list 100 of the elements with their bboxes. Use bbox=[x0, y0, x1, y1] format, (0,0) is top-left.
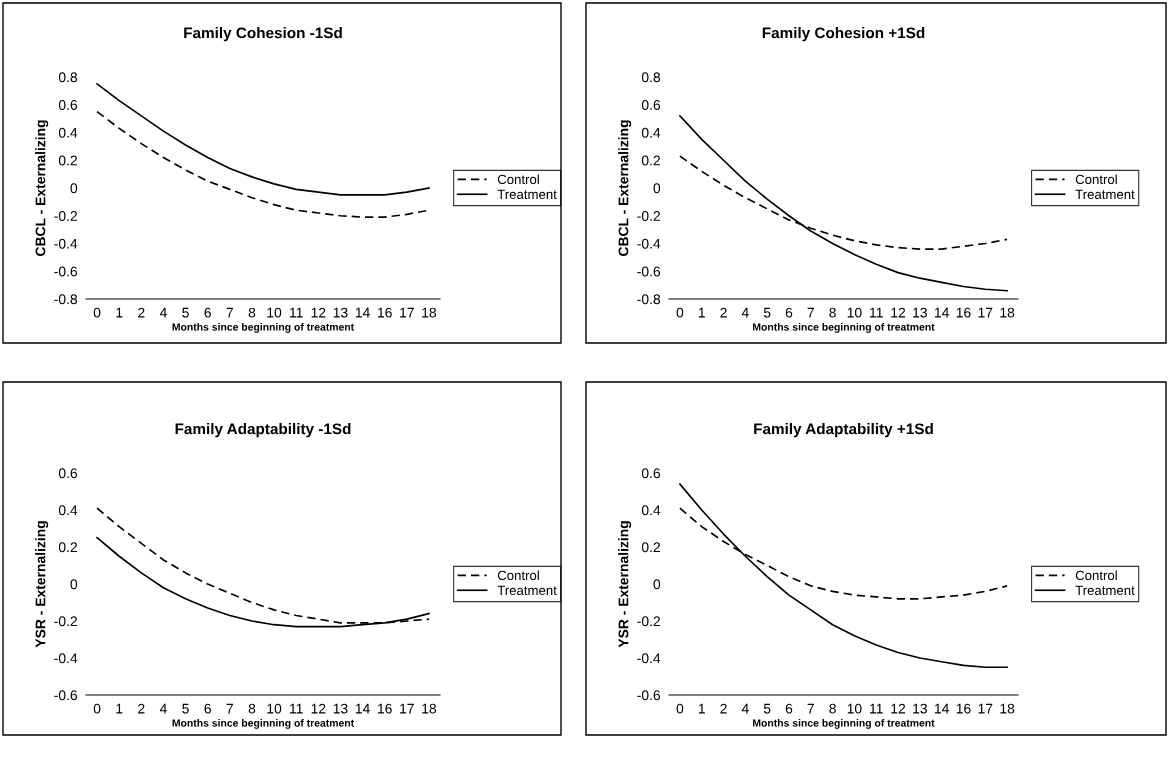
x-tick-label: 0 bbox=[93, 307, 101, 318]
x-tick-label: 12 bbox=[311, 703, 326, 714]
x-tick-label: 7 bbox=[807, 307, 814, 318]
chart-title: Family Cohesion -1Sd bbox=[184, 27, 342, 42]
x-axis-title: Months since beginning of treatment bbox=[753, 719, 935, 729]
y-axis-title: YSR - Externalizing bbox=[35, 521, 49, 648]
y-tick-label: 0.2 bbox=[641, 542, 660, 553]
x-tick-label: 11 bbox=[870, 703, 883, 714]
x-tick-label: 7 bbox=[226, 307, 233, 318]
x-tick-label: 7 bbox=[226, 703, 233, 714]
x-tick-label: 11 bbox=[870, 307, 883, 318]
x-tick-label: 8 bbox=[248, 307, 256, 318]
x-axis-title: Months since beginning of treatment bbox=[172, 719, 355, 729]
y-axis-title: CBCL - Externalizing bbox=[35, 120, 49, 256]
y-tick-label: -0.4 bbox=[54, 653, 78, 664]
chart-title: Family Cohesion +1Sd bbox=[762, 27, 925, 42]
x-tick-label: 4 bbox=[159, 307, 167, 318]
x-tick-label: 14 bbox=[934, 703, 949, 714]
x-tick-label: 18 bbox=[1000, 703, 1015, 714]
y-tick-label: 0 bbox=[70, 579, 78, 590]
x-tick-label: 0 bbox=[93, 703, 101, 714]
x-tick-label: 11 bbox=[290, 703, 303, 714]
legend-label: Treatment bbox=[497, 189, 557, 200]
y-tick-label: 0.6 bbox=[641, 468, 661, 479]
x-tick-label: 6 bbox=[204, 307, 211, 318]
y-tick-label: 0.4 bbox=[641, 505, 661, 516]
y-tick-label: 0.2 bbox=[58, 542, 77, 553]
x-tick-label: 12 bbox=[891, 703, 906, 714]
legend-label: Control bbox=[1075, 174, 1117, 185]
line-series bbox=[679, 115, 1008, 292]
y-axis-title: YSR - Externalizing bbox=[618, 521, 632, 648]
legend-label: Control bbox=[497, 570, 539, 581]
x-tick-label: 16 bbox=[378, 703, 392, 714]
y-tick-label: 0.4 bbox=[641, 127, 661, 138]
x-tick-label: 2 bbox=[138, 307, 145, 318]
x-tick-label: 13 bbox=[913, 703, 927, 714]
line-series bbox=[96, 507, 430, 624]
chart-title: Family Adaptability +1Sd bbox=[754, 423, 933, 438]
x-tick-label: 8 bbox=[248, 703, 256, 714]
x-tick-label: 4 bbox=[741, 703, 749, 714]
y-tick-label: 0 bbox=[653, 579, 661, 590]
y-tick-label: -0.8 bbox=[637, 294, 661, 305]
x-tick-label: 4 bbox=[159, 703, 167, 714]
legend-label: Control bbox=[497, 174, 539, 185]
x-tick-label: 10 bbox=[847, 307, 862, 318]
x-tick-label: 2 bbox=[138, 703, 145, 714]
legend-label: Treatment bbox=[1075, 585, 1135, 596]
x-tick-label: 14 bbox=[934, 307, 949, 318]
x-tick-label: 17 bbox=[400, 703, 414, 714]
x-tick-label: 18 bbox=[422, 703, 437, 714]
y-tick-label: 0.2 bbox=[58, 155, 77, 166]
y-tick-label: 0.2 bbox=[641, 155, 660, 166]
x-tick-label: 7 bbox=[807, 703, 814, 714]
x-tick-label: 18 bbox=[422, 307, 437, 318]
x-tick-label: 17 bbox=[978, 703, 993, 714]
x-tick-label: 2 bbox=[720, 307, 727, 318]
y-tick-label: 0.8 bbox=[641, 72, 661, 83]
x-tick-label: 1 bbox=[698, 307, 705, 318]
y-tick-label: -0.6 bbox=[637, 690, 661, 701]
x-tick-label: 4 bbox=[741, 307, 749, 318]
x-tick-label: 10 bbox=[267, 307, 282, 318]
x-tick-label: 5 bbox=[182, 307, 189, 318]
x-tick-label: 0 bbox=[676, 307, 684, 318]
y-tick-label: 0 bbox=[70, 183, 78, 194]
y-tick-label: -0.2 bbox=[637, 211, 660, 221]
legend-label: Treatment bbox=[497, 585, 557, 596]
y-tick-label: -0.6 bbox=[54, 690, 78, 701]
x-tick-label: 1 bbox=[116, 703, 123, 714]
y-tick-label: 0.8 bbox=[58, 72, 78, 83]
x-tick-label: 5 bbox=[763, 307, 771, 318]
y-tick-label: 0.4 bbox=[58, 505, 78, 516]
x-tick-label: 0 bbox=[676, 703, 684, 714]
x-tick-label: 8 bbox=[829, 703, 836, 714]
y-tick-label: -0.2 bbox=[637, 616, 660, 627]
y-tick-label: -0.4 bbox=[637, 653, 661, 664]
line-series bbox=[679, 483, 1008, 669]
y-tick-label: -0.6 bbox=[637, 266, 661, 277]
x-tick-label: 16 bbox=[956, 703, 971, 714]
chart-title: Family Adaptability -1Sd bbox=[175, 423, 351, 438]
x-tick-label: 13 bbox=[333, 703, 348, 714]
x-tick-label: 5 bbox=[763, 703, 771, 714]
legend-label: Control bbox=[1075, 570, 1117, 581]
x-tick-label: 16 bbox=[378, 307, 392, 318]
legend-label: Treatment bbox=[1075, 189, 1135, 200]
y-tick-label: 0.6 bbox=[58, 468, 78, 479]
x-tick-label: 13 bbox=[913, 307, 927, 318]
x-tick-label: 6 bbox=[785, 703, 793, 714]
y-tick-label: -0.4 bbox=[637, 238, 661, 249]
x-tick-label: 2 bbox=[720, 703, 727, 714]
x-axis-title: Months since beginning of treatment bbox=[172, 323, 355, 333]
y-tick-label: -0.6 bbox=[54, 266, 78, 277]
y-tick-label: -0.2 bbox=[54, 616, 77, 627]
x-tick-label: 10 bbox=[847, 703, 862, 714]
x-tick-label: 14 bbox=[355, 307, 370, 318]
x-tick-label: 17 bbox=[978, 307, 993, 318]
x-tick-label: 18 bbox=[1000, 307, 1015, 318]
y-tick-label: 0.4 bbox=[58, 127, 78, 138]
y-tick-label: 0.6 bbox=[641, 100, 661, 110]
x-tick-label: 6 bbox=[204, 703, 211, 714]
y-tick-label: 0.6 bbox=[58, 100, 78, 110]
